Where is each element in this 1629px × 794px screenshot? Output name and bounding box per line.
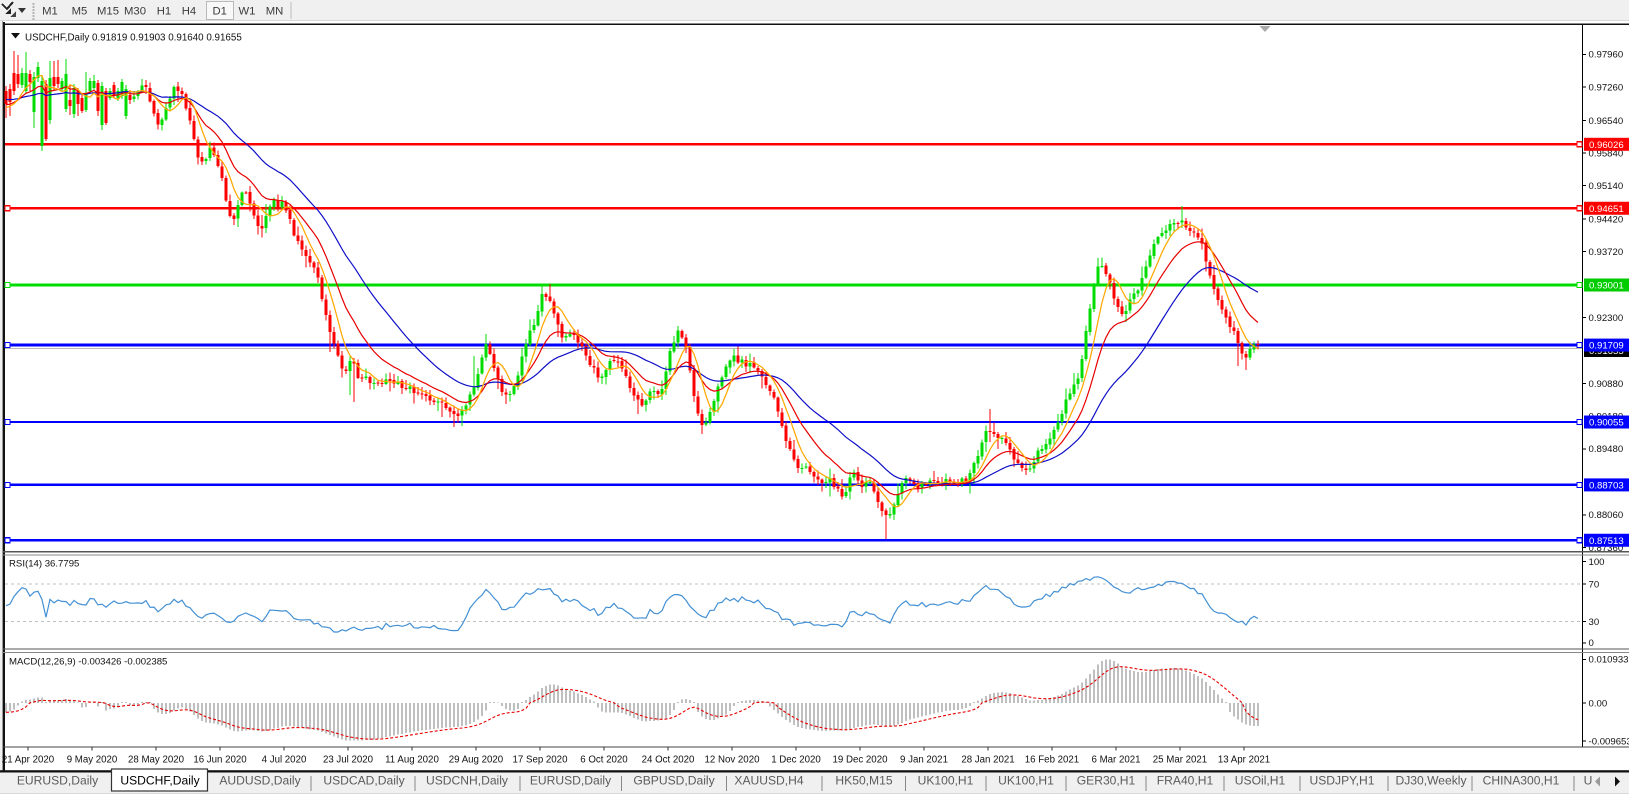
svg-text:100: 100 xyxy=(1589,557,1605,568)
svg-text:USOil,H1: USOil,H1 xyxy=(1235,774,1286,788)
svg-text:19 Dec 2020: 19 Dec 2020 xyxy=(833,755,889,766)
svg-text:M30: M30 xyxy=(124,6,146,18)
svg-text:0.95840: 0.95840 xyxy=(1589,148,1624,159)
svg-text:USDCNH,Daily: USDCNH,Daily xyxy=(426,774,509,788)
svg-text:28 May 2020: 28 May 2020 xyxy=(128,755,185,766)
svg-text:-0.009653: -0.009653 xyxy=(1589,736,1629,747)
svg-text:13 Apr 2021: 13 Apr 2021 xyxy=(1218,755,1270,766)
svg-text:0.91655: 0.91655 xyxy=(1589,346,1624,357)
svg-text:D1: D1 xyxy=(212,6,226,18)
svg-text:0.90880: 0.90880 xyxy=(1589,379,1624,390)
svg-text:FRA40,H1: FRA40,H1 xyxy=(1157,774,1214,788)
svg-text:W1: W1 xyxy=(239,6,256,18)
svg-text:USDCAD,Daily: USDCAD,Daily xyxy=(323,774,405,788)
svg-text:0: 0 xyxy=(1589,638,1594,649)
svg-text:0.88703: 0.88703 xyxy=(1589,481,1624,492)
svg-text:UK100,H1: UK100,H1 xyxy=(918,774,974,788)
svg-text:0.87513: 0.87513 xyxy=(1589,536,1624,547)
svg-text:0.93001: 0.93001 xyxy=(1589,281,1624,292)
svg-text:USDCHF,Daily: USDCHF,Daily xyxy=(120,774,200,788)
svg-text:H4: H4 xyxy=(182,6,196,18)
svg-text:CHINA300,H1: CHINA300,H1 xyxy=(1483,774,1560,788)
svg-text:EURUSD,Daily: EURUSD,Daily xyxy=(17,774,99,788)
svg-text:M1: M1 xyxy=(42,6,58,18)
svg-text:HK50,M15: HK50,M15 xyxy=(835,774,892,788)
svg-text:0.96540: 0.96540 xyxy=(1589,116,1624,127)
svg-text:6 Mar 2021: 6 Mar 2021 xyxy=(1091,755,1140,766)
svg-text:6 Oct 2020: 6 Oct 2020 xyxy=(580,755,628,766)
svg-text:EURUSD,Daily: EURUSD,Daily xyxy=(530,774,612,788)
svg-text:AUDUSD,Daily: AUDUSD,Daily xyxy=(219,774,301,788)
svg-text:0.94651: 0.94651 xyxy=(1589,204,1624,215)
svg-text:USDJPY,H1: USDJPY,H1 xyxy=(1310,774,1375,788)
svg-text:0.91709: 0.91709 xyxy=(1589,341,1624,352)
svg-text:24 Oct 2020: 24 Oct 2020 xyxy=(642,755,695,766)
svg-text:16 Jun 2020: 16 Jun 2020 xyxy=(193,755,247,766)
svg-text:0.93720: 0.93720 xyxy=(1589,247,1624,258)
svg-text:9 Jan 2021: 9 Jan 2021 xyxy=(900,755,948,766)
svg-text:GBPUSD,Daily: GBPUSD,Daily xyxy=(633,774,715,788)
svg-text:1 Dec 2020: 1 Dec 2020 xyxy=(771,755,821,766)
svg-text:0.88060: 0.88060 xyxy=(1589,510,1624,521)
svg-text:U: U xyxy=(1584,774,1593,788)
svg-text:0.89480: 0.89480 xyxy=(1589,444,1624,455)
svg-text:USDCHF,Daily 0.91819 0.91903: USDCHF,Daily 0.91819 0.91903 0.91640 0.9… xyxy=(25,33,242,44)
svg-text:0.96026: 0.96026 xyxy=(1589,140,1624,151)
svg-text:70: 70 xyxy=(1589,580,1600,591)
svg-text:11 Aug 2020: 11 Aug 2020 xyxy=(385,755,439,766)
svg-text:0.94420: 0.94420 xyxy=(1589,214,1624,225)
svg-text:21 Apr 2020: 21 Apr 2020 xyxy=(2,755,55,766)
svg-text:UK100,H1: UK100,H1 xyxy=(998,774,1054,788)
svg-text:0.87360: 0.87360 xyxy=(1589,543,1624,554)
svg-text:0.97960: 0.97960 xyxy=(1589,50,1624,61)
svg-text:4 Jul 2020: 4 Jul 2020 xyxy=(262,755,307,766)
svg-text:29 Aug 2020: 29 Aug 2020 xyxy=(449,755,504,766)
svg-text:16 Feb 2021: 16 Feb 2021 xyxy=(1025,755,1079,766)
svg-text:25 Mar 2021: 25 Mar 2021 xyxy=(1153,755,1207,766)
svg-text:DJ30,Weekly: DJ30,Weekly xyxy=(1395,774,1467,788)
svg-text:12 Nov 2020: 12 Nov 2020 xyxy=(705,755,761,766)
svg-text:0.010933: 0.010933 xyxy=(1589,655,1629,666)
svg-text:0.92300: 0.92300 xyxy=(1589,313,1624,324)
svg-text:0.95140: 0.95140 xyxy=(1589,181,1624,192)
svg-text:23 Jul 2020: 23 Jul 2020 xyxy=(323,755,374,766)
svg-text:0.90055: 0.90055 xyxy=(1589,418,1624,429)
svg-text:GER30,H1: GER30,H1 xyxy=(1077,774,1136,788)
svg-text:H1: H1 xyxy=(157,6,171,18)
svg-text:30: 30 xyxy=(1589,617,1600,628)
svg-text:RSI(14) 36.7795: RSI(14) 36.7795 xyxy=(9,559,79,570)
svg-text:17 Sep 2020: 17 Sep 2020 xyxy=(513,755,569,766)
svg-text:0.97260: 0.97260 xyxy=(1589,82,1624,93)
svg-text:M15: M15 xyxy=(97,6,119,18)
svg-text:0.00: 0.00 xyxy=(1589,698,1608,709)
svg-text:MN: MN xyxy=(266,6,284,18)
svg-text:M5: M5 xyxy=(72,6,88,18)
svg-text:XAUUSD,H4: XAUUSD,H4 xyxy=(734,774,803,788)
svg-text:MACD(12,26,9) -0.003426 -0.002: MACD(12,26,9) -0.003426 -0.002385 xyxy=(9,657,167,668)
svg-text:9 May 2020: 9 May 2020 xyxy=(67,755,118,766)
svg-text:28 Jan 2021: 28 Jan 2021 xyxy=(961,755,1014,766)
